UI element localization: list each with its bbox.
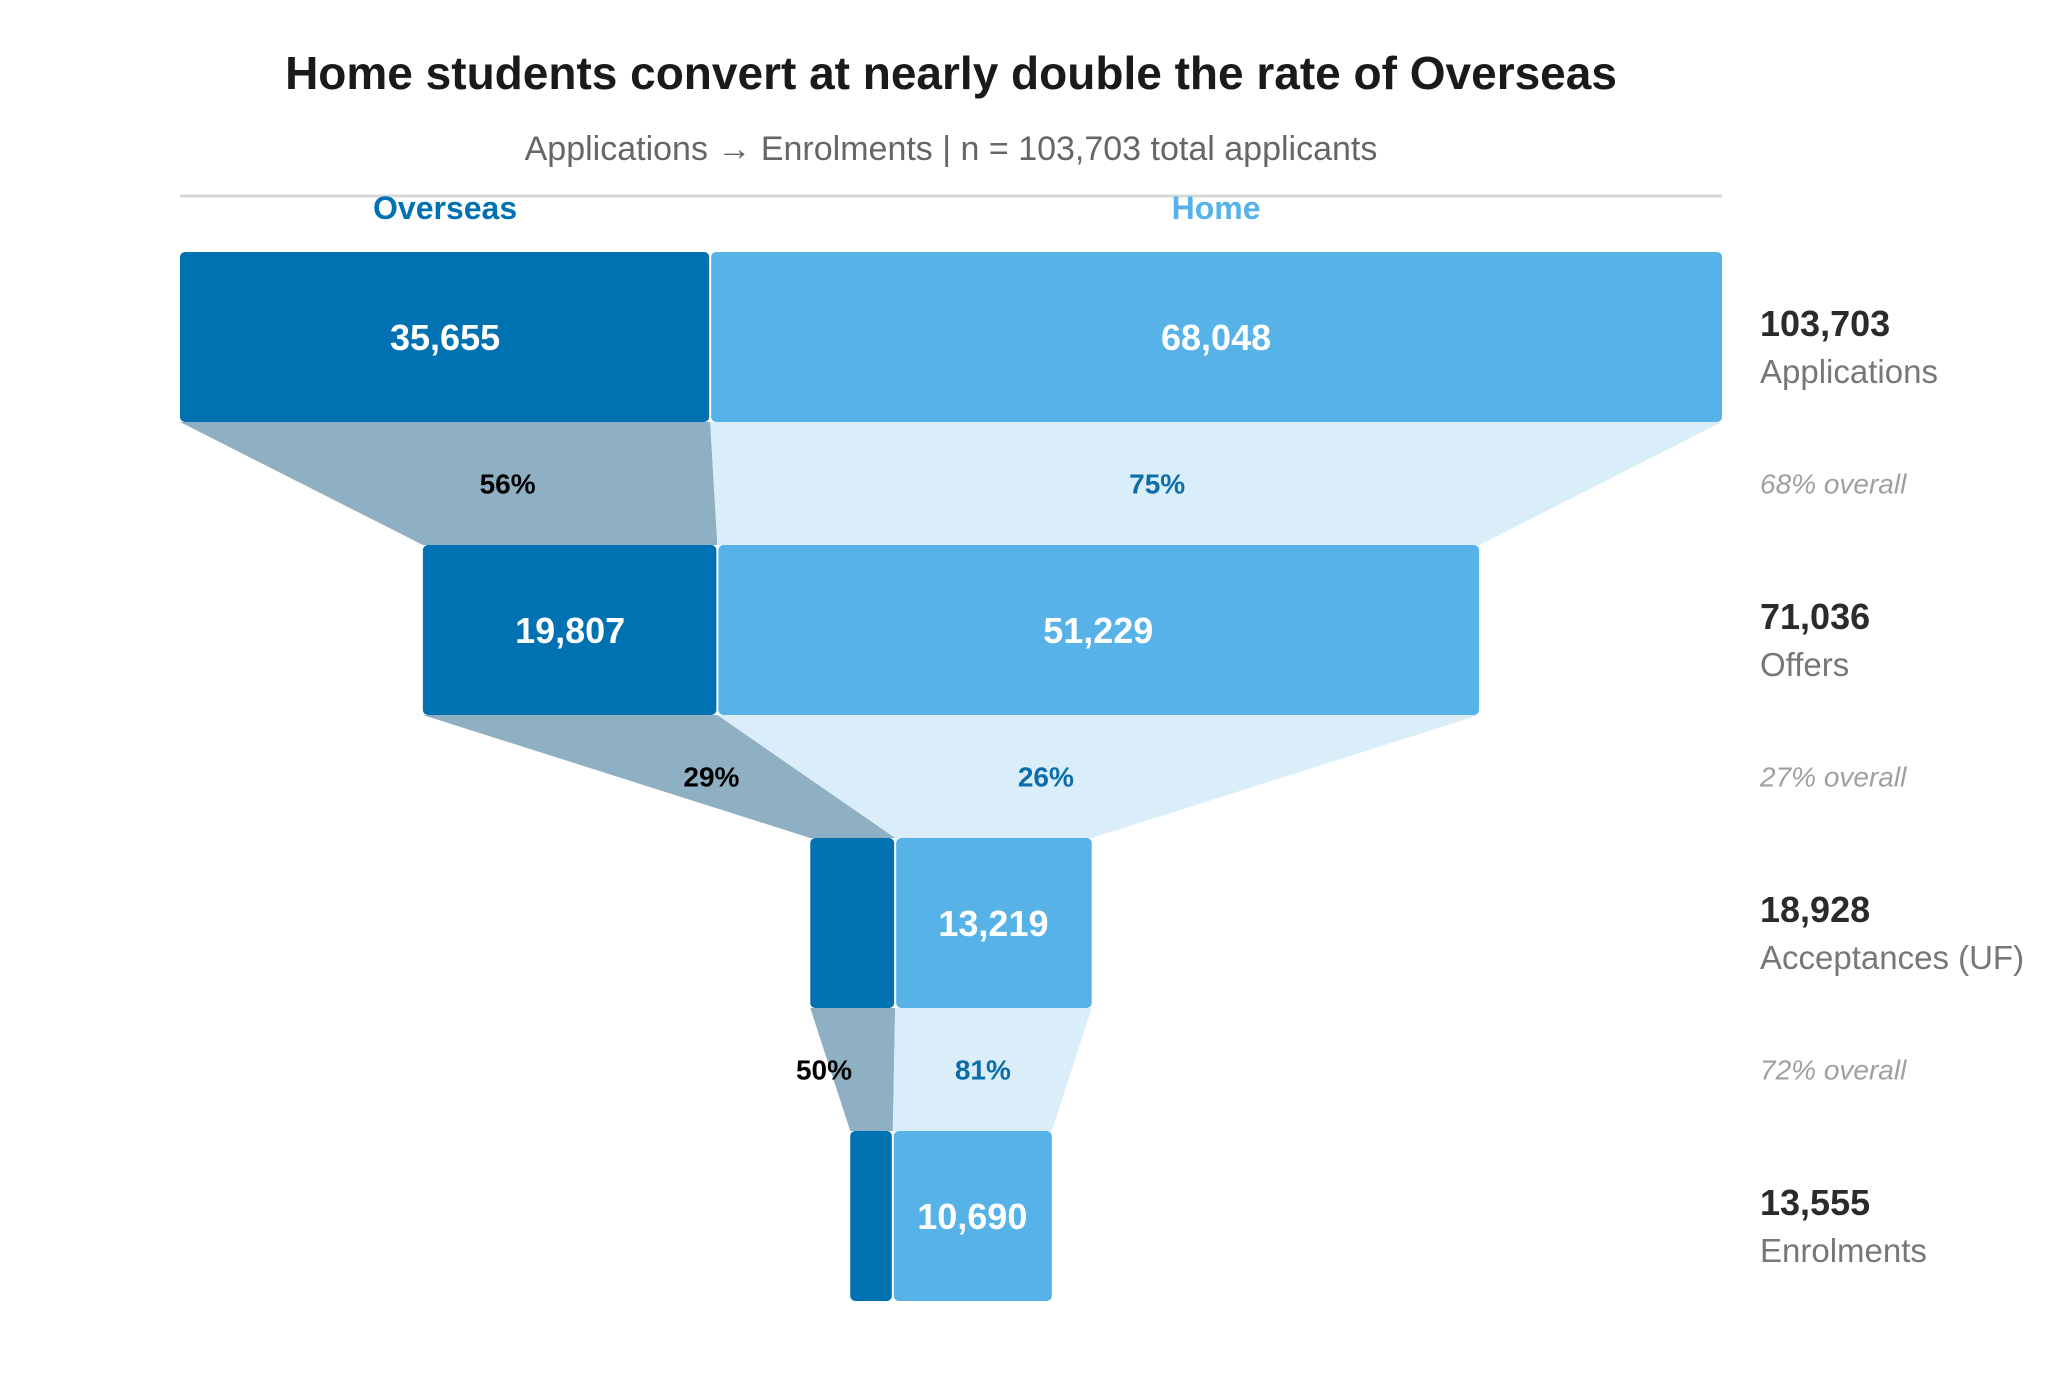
home-bar	[893, 1131, 1052, 1301]
stage-total-label: 103,703	[1760, 303, 1890, 344]
stage-total-label: 71,036	[1760, 596, 1870, 637]
overall-conversion-label: 72% overall	[1760, 1055, 1907, 1086]
home-conversion-label: 75%	[1129, 469, 1185, 500]
overseas-bar	[810, 838, 895, 1008]
connector-overseas	[180, 422, 718, 545]
overseas-conversion-label: 29%	[683, 762, 739, 793]
overseas-value-label: 19,807	[515, 610, 625, 651]
stage-name-label: Acceptances (UF)	[1760, 939, 2024, 976]
overseas-value-label: 35,655	[390, 317, 500, 358]
home-bar	[896, 838, 1092, 1008]
connector-overseas	[810, 1008, 896, 1131]
chart-subtitle: Applications → Enrolments | n = 103,703 …	[525, 130, 1378, 168]
overseas-bar	[422, 545, 717, 715]
home-value-label: 10,690	[917, 1196, 1027, 1237]
overall-conversion-label: 68% overall	[1760, 469, 1907, 500]
home-value-label: 68,048	[1161, 317, 1271, 358]
legend-overseas: Overseas	[373, 190, 517, 226]
overseas-bar	[850, 1131, 892, 1301]
overseas-conversion-label: 56%	[480, 469, 536, 500]
connector-overseas	[422, 715, 896, 838]
legend: Overseas Home	[373, 190, 1261, 226]
connector-home	[710, 422, 1722, 545]
stage-total-label: 18,928	[1760, 889, 1870, 930]
home-bar	[711, 252, 1722, 422]
overall-conversion-label: 27% overall	[1759, 762, 1907, 793]
home-bar	[718, 545, 1480, 715]
stage-name-label: Enrolments	[1760, 1232, 1927, 1269]
stage-total-label: 13,555	[1760, 1182, 1870, 1223]
home-value-label: 51,229	[1043, 610, 1153, 651]
overseas-conversion-label: 50%	[796, 1055, 852, 1086]
overseas-bar	[180, 252, 710, 422]
home-value-label: 13,219	[938, 903, 1048, 944]
chart-title: Home students convert at nearly double t…	[285, 47, 1617, 99]
legend-home: Home	[1172, 190, 1261, 226]
stage-name-label: Applications	[1760, 353, 1938, 390]
home-conversion-label: 26%	[1018, 762, 1074, 793]
connector-home	[892, 1008, 1092, 1131]
bars	[180, 252, 1722, 1301]
connector-home	[717, 715, 1480, 838]
home-conversion-label: 81%	[955, 1055, 1011, 1086]
labels: 56% 75% 68% overall 29% 26% 27% overall 50% 81%…	[390, 303, 2024, 1269]
stage-name-label: Offers	[1760, 646, 1849, 683]
connectors	[180, 422, 1722, 1131]
